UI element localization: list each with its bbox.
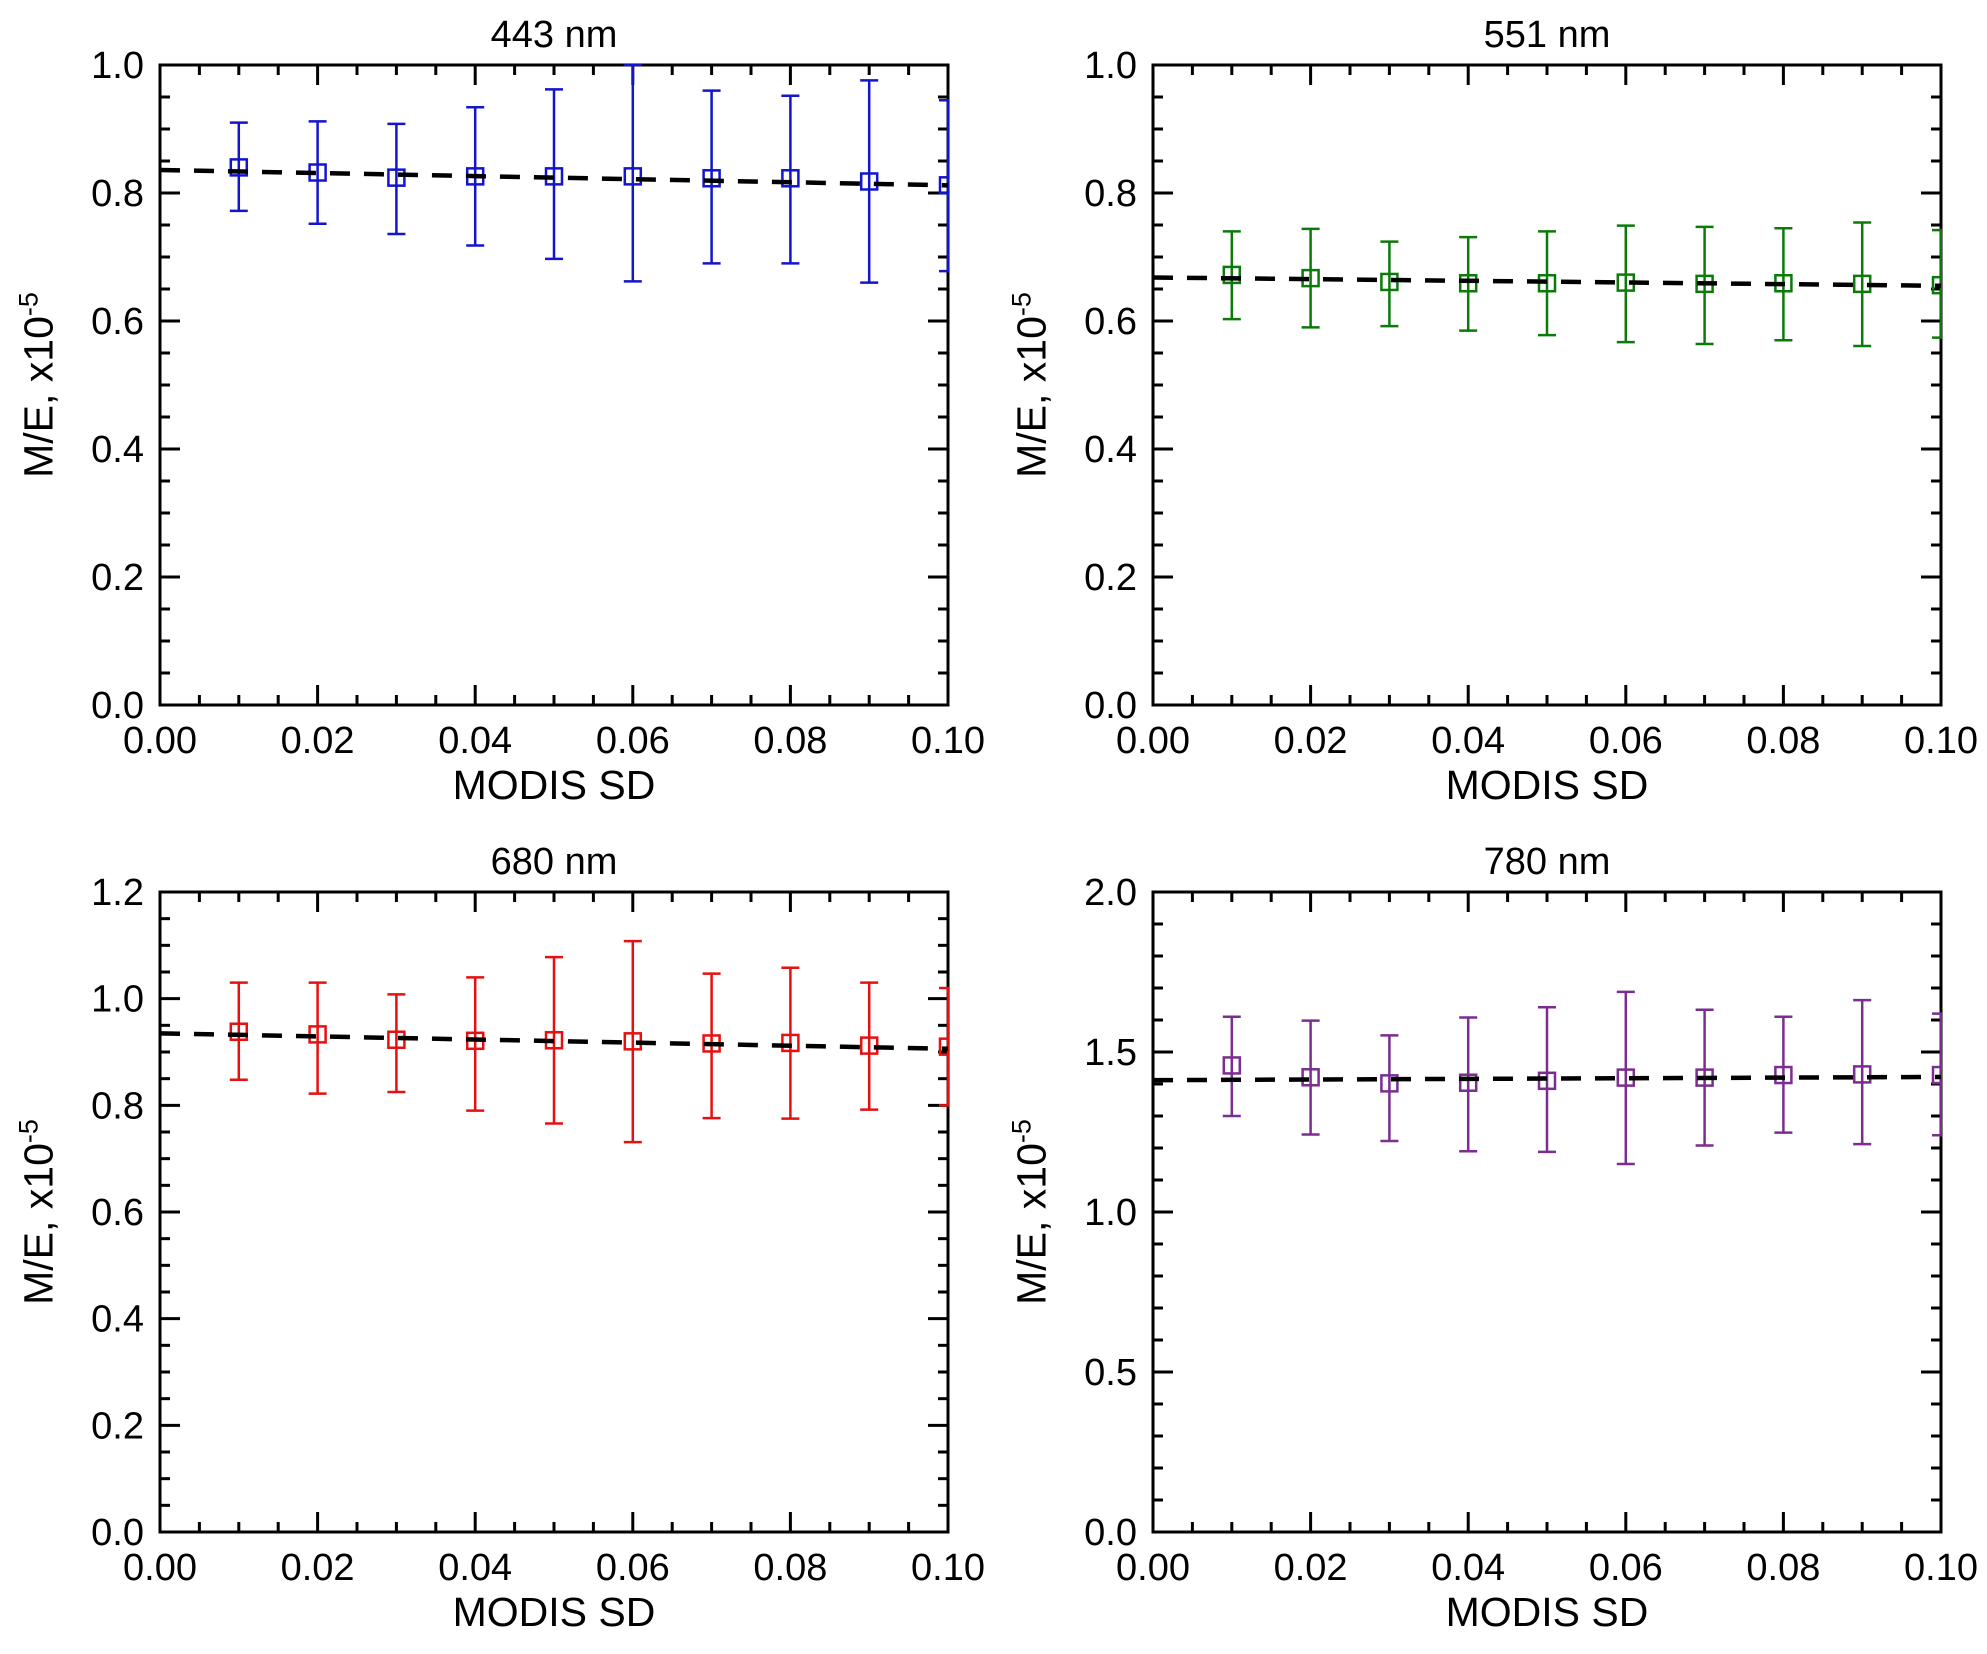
svg-text:0.6: 0.6 [91, 301, 144, 343]
error-bars [229, 939, 949, 1144]
svg-text:0.00: 0.00 [123, 720, 197, 762]
tick-labels: 0.00 0.02 0.04 0.06 0.08 0.10 0.0 0.5 1.0 1.5 2.0 [1084, 872, 1978, 1589]
markers [1222, 1056, 1942, 1093]
svg-text:0.06: 0.06 [1589, 720, 1663, 762]
data-layer [1152, 990, 1942, 1166]
svg-text:1.0: 1.0 [1084, 45, 1137, 87]
svg-text:0.06: 0.06 [596, 720, 670, 762]
chart-svg: 0.00 0.02 0.04 0.06 0.08 0.10 0.0 0.2 0.4 0.6 0.8 1… [91, 872, 985, 1589]
chart-svg: 0.00 0.02 0.04 0.06 0.08 0.10 0.0 0.2 0.4 0.6 0.8 1… [91, 45, 985, 762]
svg-text:0.02: 0.02 [1274, 720, 1348, 762]
trend-line [1152, 1074, 1942, 1083]
data-layer [159, 939, 949, 1144]
svg-text:0.10: 0.10 [911, 1547, 985, 1589]
data-layer [1152, 221, 1942, 348]
tick-labels: 0.00 0.02 0.04 0.06 0.08 0.10 0.0 0.2 0.4 0.6 0.8 1… [91, 872, 985, 1589]
svg-text:0.04: 0.04 [1431, 720, 1505, 762]
chart-cell-443nm: 443 nm M/E, x10-5 0.00 0.02 0.04 0.06 0.08 0.… [0, 0, 993, 827]
svg-text:0.02: 0.02 [1274, 1547, 1348, 1589]
axes-frame [1151, 63, 1943, 707]
svg-text:2.0: 2.0 [1084, 872, 1137, 914]
svg-text:0.2: 0.2 [91, 557, 144, 599]
chart-svg: 0.00 0.02 0.04 0.06 0.08 0.10 0.0 0.5 1.0 1.5 2.0 [1084, 872, 1978, 1589]
svg-text:1.0: 1.0 [1084, 1192, 1137, 1234]
svg-text:0.0: 0.0 [1084, 1512, 1137, 1554]
svg-text:0.6: 0.6 [1084, 301, 1137, 343]
chart-svg: 0.00 0.02 0.04 0.06 0.08 0.10 0.0 0.2 0.4 0.6 0.8 1… [1084, 45, 1978, 762]
svg-text:0.00: 0.00 [1116, 720, 1190, 762]
trend-line [1152, 275, 1942, 289]
chart-title-680nm: 680 nm [490, 841, 618, 883]
tick-labels: 0.00 0.02 0.04 0.06 0.08 0.10 0.0 0.2 0.4 0.6 0.8 1… [1084, 45, 1978, 762]
svg-text:0.10: 0.10 [1904, 720, 1978, 762]
svg-text:0.00: 0.00 [123, 1547, 197, 1589]
chart-title-551nm: 551 nm [1483, 14, 1611, 56]
svg-text:0.8: 0.8 [91, 1085, 144, 1127]
svg-text:0.2: 0.2 [1084, 557, 1137, 599]
axes-frame [158, 63, 950, 707]
chart-cell-780nm: 780 nm M/E, x10-5 0.00 0.02 0.04 0.06 0.08 0.… [993, 827, 1986, 1654]
svg-text:0.06: 0.06 [1589, 1547, 1663, 1589]
chart-cell-551nm: 551 nm M/E, x10-5 0.00 0.02 0.04 0.06 0.08 0.… [993, 0, 1986, 827]
svg-text:0.00: 0.00 [1116, 1547, 1190, 1589]
svg-text:0.10: 0.10 [911, 720, 985, 762]
axes-frame [1151, 890, 1943, 1534]
trend-line [159, 167, 949, 188]
x-axis-label-443nm: MODIS SD [452, 762, 656, 808]
svg-text:0.8: 0.8 [1084, 173, 1137, 215]
svg-text:0.0: 0.0 [91, 1512, 144, 1554]
svg-text:0.04: 0.04 [1431, 1547, 1505, 1589]
svg-text:0.02: 0.02 [281, 720, 355, 762]
markers [229, 158, 949, 195]
svg-text:1.0: 1.0 [91, 979, 144, 1021]
svg-text:1.5: 1.5 [1084, 1032, 1137, 1074]
svg-text:0.2: 0.2 [91, 1405, 144, 1447]
x-axis-label-680nm: MODIS SD [452, 1589, 656, 1635]
x-axis-label-780nm: MODIS SD [1445, 1589, 1649, 1635]
svg-text:1.0: 1.0 [91, 45, 144, 87]
x-axis-label-551nm: MODIS SD [1445, 762, 1649, 808]
svg-text:0.0: 0.0 [91, 685, 144, 727]
axes-frame [158, 890, 950, 1534]
svg-text:0.08: 0.08 [753, 1547, 827, 1589]
svg-text:0.08: 0.08 [1746, 720, 1820, 762]
trend-line [159, 1031, 949, 1052]
svg-text:0.02: 0.02 [281, 1547, 355, 1589]
svg-text:1.2: 1.2 [91, 872, 144, 914]
svg-text:0.0: 0.0 [1084, 685, 1137, 727]
markers [229, 1022, 949, 1056]
svg-text:0.10: 0.10 [1904, 1547, 1978, 1589]
chart-cell-680nm: 680 nm M/E, x10-5 0.00 0.02 0.04 0.06 0.08 0.… [0, 827, 993, 1654]
svg-text:0.8: 0.8 [91, 173, 144, 215]
svg-text:0.4: 0.4 [91, 1299, 144, 1341]
chart-title-780nm: 780 nm [1483, 841, 1611, 883]
svg-text:0.4: 0.4 [1084, 429, 1137, 471]
svg-text:0.6: 0.6 [91, 1192, 144, 1234]
data-layer [159, 64, 949, 284]
svg-text:0.04: 0.04 [438, 1547, 512, 1589]
tick-labels: 0.00 0.02 0.04 0.06 0.08 0.10 0.0 0.2 0.4 0.6 0.8 1… [91, 45, 985, 762]
svg-text:0.06: 0.06 [596, 1547, 670, 1589]
svg-text:0.5: 0.5 [1084, 1352, 1137, 1394]
svg-text:0.08: 0.08 [753, 720, 827, 762]
svg-text:0.4: 0.4 [91, 429, 144, 471]
chart-title-443nm: 443 nm [490, 14, 618, 56]
svg-text:0.08: 0.08 [1746, 1547, 1820, 1589]
svg-text:0.04: 0.04 [438, 720, 512, 762]
